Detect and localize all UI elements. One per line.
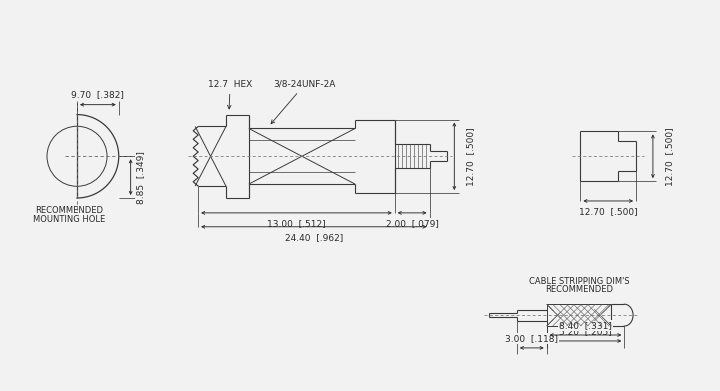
- Text: 13.00  [.512]: 13.00 [.512]: [267, 219, 325, 228]
- Text: 3.00  [.118]: 3.00 [.118]: [505, 334, 558, 343]
- Text: 2.00  [.079]: 2.00 [.079]: [386, 219, 438, 228]
- Text: 12.70  [.500]: 12.70 [.500]: [466, 127, 474, 186]
- Text: 8.85  [.349]: 8.85 [.349]: [136, 151, 145, 204]
- Text: 9.70  [.382]: 9.70 [.382]: [71, 90, 125, 99]
- Text: RECOMMENDED: RECOMMENDED: [545, 285, 613, 294]
- Text: 3/8-24UNF-2A: 3/8-24UNF-2A: [271, 80, 336, 124]
- Text: 8.40  [.331]: 8.40 [.331]: [559, 321, 612, 330]
- Text: 12.7  HEX: 12.7 HEX: [208, 80, 252, 109]
- Text: CABLE STRIPPING DIM'S: CABLE STRIPPING DIM'S: [528, 277, 629, 286]
- Text: 12.70  [.500]: 12.70 [.500]: [579, 207, 637, 216]
- Text: 12.70  [.500]: 12.70 [.500]: [665, 127, 675, 186]
- Bar: [546, 304, 611, 326]
- Text: RECOMMENDED: RECOMMENDED: [35, 206, 103, 215]
- Text: 24.40  [.962]: 24.40 [.962]: [284, 233, 343, 242]
- Text: 5.20  [.205]: 5.20 [.205]: [559, 327, 612, 336]
- Text: MOUNTING HOLE: MOUNTING HOLE: [33, 215, 105, 224]
